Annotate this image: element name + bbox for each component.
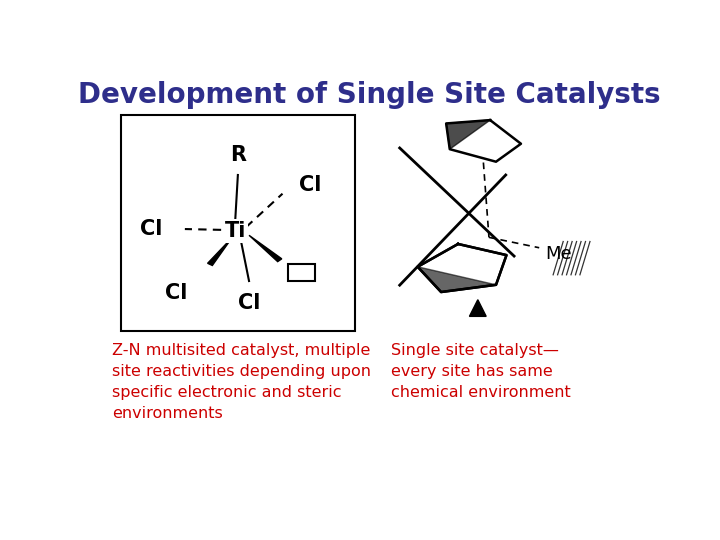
- Text: Cl: Cl: [166, 283, 188, 303]
- Text: Single site catalyst—
every site has same
chemical environment: Single site catalyst— every site has sam…: [392, 343, 571, 400]
- Polygon shape: [469, 300, 486, 316]
- Bar: [121, 114, 355, 331]
- Polygon shape: [418, 267, 496, 292]
- Polygon shape: [249, 235, 282, 262]
- Text: Cl: Cl: [140, 219, 163, 239]
- Text: R: R: [230, 145, 246, 165]
- Polygon shape: [207, 238, 233, 266]
- Polygon shape: [418, 244, 506, 292]
- Text: Ti: Ti: [225, 221, 246, 241]
- Polygon shape: [446, 120, 490, 149]
- Bar: [288, 264, 315, 281]
- Text: Cl: Cl: [300, 176, 322, 195]
- Text: Development of Single Site Catalysts: Development of Single Site Catalysts: [78, 82, 660, 110]
- Polygon shape: [446, 120, 521, 161]
- Text: Me: Me: [545, 245, 572, 263]
- Text: Z-N multisited catalyst, multiple
site reactivities depending upon
specific elec: Z-N multisited catalyst, multiple site r…: [112, 343, 372, 421]
- Text: Cl: Cl: [238, 294, 260, 314]
